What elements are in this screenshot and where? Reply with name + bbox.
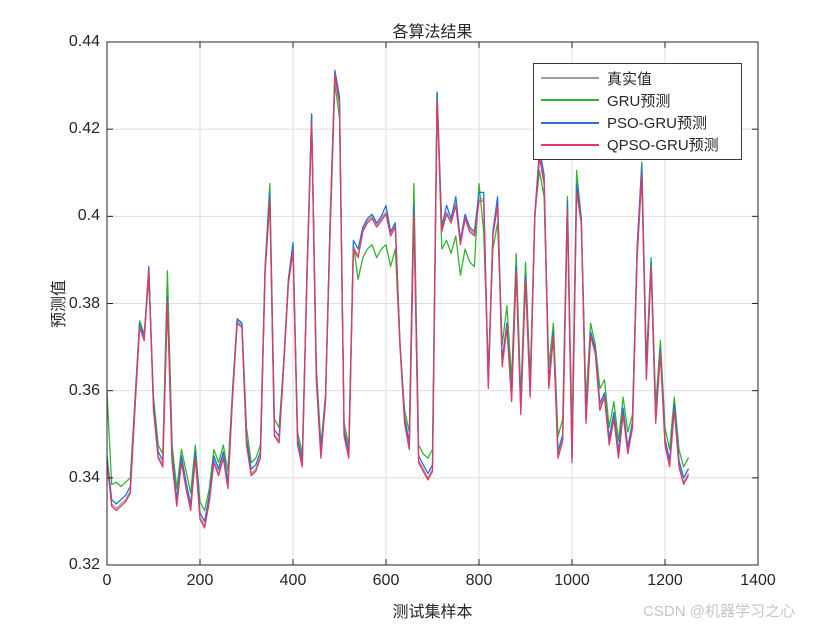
series-line xyxy=(106,74,689,529)
x-tick-label-200: 200 xyxy=(186,572,214,589)
x-tick-label-0: 0 xyxy=(102,572,112,589)
y-tick-label-0.44: 0.44 xyxy=(68,33,100,50)
legend-item-label: QPSO-GRU预测 xyxy=(607,137,719,155)
legend-item-真实值: 真实值 xyxy=(534,67,741,89)
watermark: CSDN @机器学习之心 xyxy=(643,603,795,620)
x-tick-label-1200: 1200 xyxy=(647,572,683,589)
chart-title: 各算法结果 xyxy=(392,24,473,41)
legend-item-label: GRU预测 xyxy=(607,92,671,110)
legend-item-PSO-GRU预测: PSO-GRU预测 xyxy=(534,112,741,134)
x-tick-label-1400: 1400 xyxy=(740,572,776,589)
y-tick-label-0.38: 0.38 xyxy=(68,294,100,312)
legend-line-sample xyxy=(541,99,599,102)
legend-line-sample xyxy=(541,121,599,124)
y-axis-label: 预测值 xyxy=(51,279,68,329)
x-tick-label-800: 800 xyxy=(465,572,493,589)
y-tick-label-0.42: 0.42 xyxy=(68,120,100,138)
y-tick-label-0.36: 0.36 xyxy=(68,381,100,399)
y-tick-label-0.4: 0.4 xyxy=(77,207,100,225)
legend: 真实值 GRU预测 PSO-GRU预测 QPSO-GRU预测 xyxy=(533,63,742,160)
x-tick-label-400: 400 xyxy=(279,572,307,589)
y-tick-label-0.32: 0.32 xyxy=(68,556,100,573)
x-tick-label-600: 600 xyxy=(372,572,400,589)
y-tick-label-0.34: 0.34 xyxy=(68,468,100,486)
legend-line-sample xyxy=(541,143,599,146)
legend-item-GRU预测: GRU预测 xyxy=(534,89,741,111)
x-tick-label-1000: 1000 xyxy=(554,572,590,589)
legend-item-QPSO-GRU预测: QPSO-GRU预测 xyxy=(534,134,741,156)
legend-item-label: 真实值 xyxy=(607,70,653,88)
legend-line-sample xyxy=(541,77,599,80)
x-axis-label: 测试集样本 xyxy=(392,604,473,621)
legend-item-label: PSO-GRU预测 xyxy=(607,115,708,133)
